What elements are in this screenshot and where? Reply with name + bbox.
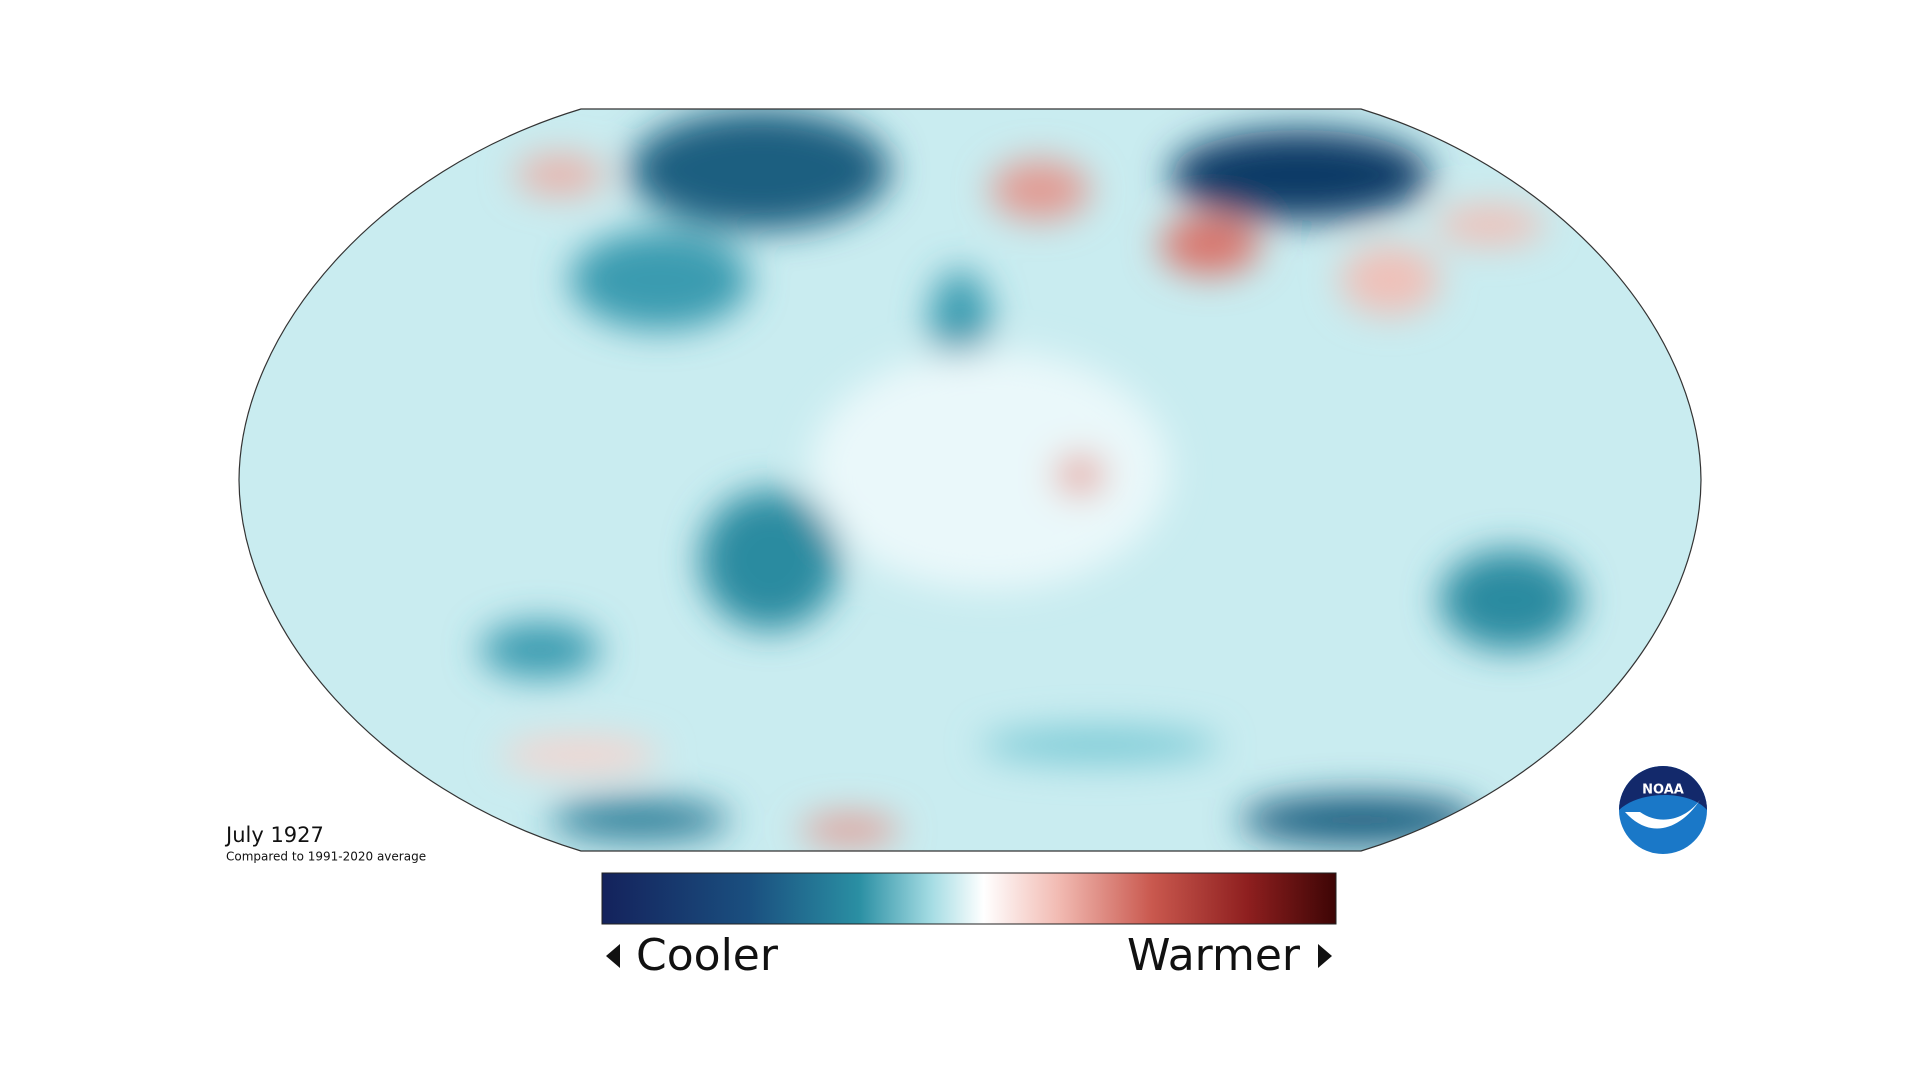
colorbar (601, 872, 1337, 925)
warmer-arrow (1318, 944, 1332, 968)
cooler-label: Cooler (636, 930, 779, 981)
noaa-logo: NOAA (1619, 766, 1707, 854)
logo-text: NOAA (1642, 783, 1684, 798)
cooler-arrow (606, 944, 620, 968)
map-note: Compared to 1991-2020 average (226, 850, 426, 864)
warmer-label: Warmer (1127, 930, 1301, 981)
anomaly-map (239, 109, 1701, 851)
map-date: July 1927 (224, 823, 324, 847)
map-outline (238, 108, 1702, 852)
